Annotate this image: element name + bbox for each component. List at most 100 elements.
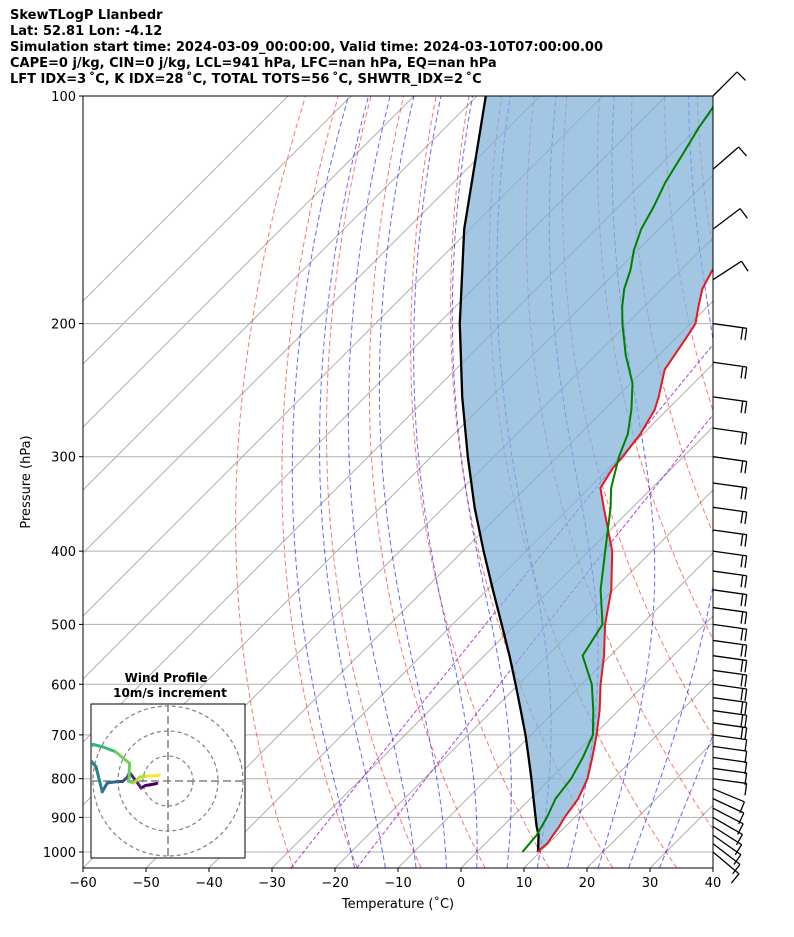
wind-barb-feather — [740, 260, 749, 272]
wind-barb-feather — [744, 328, 748, 341]
dry-adiabat — [368, 96, 486, 868]
wind-barb-staff — [712, 71, 738, 97]
y-tick-label: 100 — [51, 90, 76, 105]
wind-barb-staff — [712, 851, 740, 875]
wind-barb-staff — [712, 361, 747, 368]
wind-barb-feather — [740, 575, 744, 588]
wind-barb-feather — [740, 593, 744, 606]
wind-barb-feather — [740, 366, 744, 379]
wind-barb-feather — [744, 783, 748, 796]
dry-adiabat — [235, 96, 307, 868]
wind-barb-staff — [712, 669, 747, 676]
wind-barb-feather — [744, 762, 748, 775]
isotherm--130 — [83, 96, 415, 428]
mixing-ratio-line — [290, 343, 713, 868]
wind-barb-feather — [740, 628, 744, 641]
wind-barb-feather — [740, 701, 744, 714]
wind-barb-feather — [739, 208, 748, 219]
x-tick-label: −30 — [258, 876, 285, 891]
x-tick-label: 0 — [457, 876, 465, 891]
isotherm--30 — [271, 426, 713, 868]
wind-barb-feather — [744, 660, 748, 673]
moist-adiabat — [451, 96, 512, 868]
moist-adiabat — [659, 733, 713, 868]
wind-barb-staff — [712, 825, 743, 846]
wind-barb-staff — [712, 589, 747, 596]
y-tick-label: 300 — [51, 451, 76, 466]
reference-lines — [235, 96, 794, 868]
dry-adiabat — [762, 96, 794, 868]
wind-barb-staff — [712, 767, 747, 774]
wind-barb-staff — [712, 322, 747, 329]
x-tick-label: −60 — [69, 876, 96, 891]
hodograph-inset: Wind Profile 10m/s increment — [90, 671, 246, 859]
wind-barb-staff — [712, 529, 747, 536]
hodograph-segment — [91, 743, 95, 748]
y-tick-label: 500 — [51, 618, 76, 633]
wind-barb-feather — [734, 844, 743, 856]
cape-line: CAPE=0 j/kg, CIN=0 j/kg, LCL=941 hPa, LF… — [10, 56, 497, 71]
hodograph-segment — [94, 765, 104, 794]
y-tick-label: 700 — [51, 729, 76, 744]
dry-adiabat — [664, 96, 713, 413]
shaded-area — [459, 96, 713, 852]
y-tick-label: 600 — [51, 678, 76, 693]
moist-adiabat — [319, 96, 386, 868]
isotherm--120 — [83, 96, 478, 491]
wind-barb-staff — [712, 506, 747, 513]
wind-barb-feather — [744, 715, 748, 728]
wind-barb-feather — [733, 854, 742, 865]
wind-barb-feather — [744, 739, 748, 752]
chart-title: SkewTLogP Llanbedr — [10, 8, 163, 23]
moist-adiabat — [413, 96, 478, 868]
wind-barb-feather — [740, 611, 744, 624]
wind-barb-feather — [740, 400, 744, 413]
wind-barb-feather — [740, 714, 744, 727]
wind-barb-feather — [740, 327, 744, 340]
x-tick-label: −40 — [195, 876, 222, 891]
hodograph-content — [91, 704, 245, 858]
hodograph-segment — [114, 750, 131, 765]
wind-barb-feather — [744, 702, 748, 715]
location-line: Lat: 52.81 Lon: -4.12 — [10, 24, 163, 39]
cape-cin-fill — [459, 96, 713, 852]
hodograph-segment — [127, 761, 131, 783]
indices-line: LFT IDX=3 ˚C, K IDX=28 ˚C, TOTAL TOTS=56… — [10, 72, 482, 87]
wind-barb-feather — [744, 688, 748, 701]
wind-barb-staff — [712, 807, 744, 825]
hodograph-subtitle: 10m/s increment — [113, 686, 227, 700]
wind-barb-staff — [712, 570, 747, 577]
wind-barb-feather — [744, 751, 748, 764]
wind-barb-feather — [744, 612, 748, 625]
wind-barb-feather — [740, 644, 744, 657]
moist-adiabat — [378, 96, 447, 868]
wind-barb-feather — [744, 555, 748, 568]
wind-barb-feather — [740, 460, 744, 473]
y-tick-label: 1000 — [43, 846, 76, 861]
x-tick-label: −50 — [132, 876, 159, 891]
wind-barb-feather — [744, 674, 748, 688]
wind-barb-staff — [712, 834, 742, 856]
wind-barb-feather — [744, 727, 748, 740]
dry-adiabat — [326, 96, 422, 868]
wind-barb-feather — [744, 629, 748, 642]
wind-barb-staff — [712, 734, 747, 741]
wind-barb-staff — [712, 778, 747, 785]
wind-barb-feather — [744, 366, 748, 379]
y-tick-label: 400 — [51, 545, 76, 560]
dry-adiabat — [281, 96, 358, 868]
y-tick-label: 200 — [51, 318, 76, 333]
chart-title-block: SkewTLogP Llanbedr Lat: 52.81 Lon: -4.12… — [10, 8, 603, 88]
hodograph-title: Wind Profile — [125, 671, 208, 685]
wind-barb-feather — [744, 401, 748, 414]
wind-barb-feather — [740, 555, 744, 568]
hodograph-segment — [105, 780, 120, 785]
wind-barb-feather — [740, 511, 744, 524]
wind-barb-feather — [740, 727, 744, 740]
parcel-profile-line — [458, 96, 540, 853]
wind-barb-feather — [740, 659, 744, 672]
wind-barb-feather — [740, 674, 744, 687]
isotherm-40 — [712, 867, 713, 868]
wind-barb-feather — [736, 71, 746, 81]
